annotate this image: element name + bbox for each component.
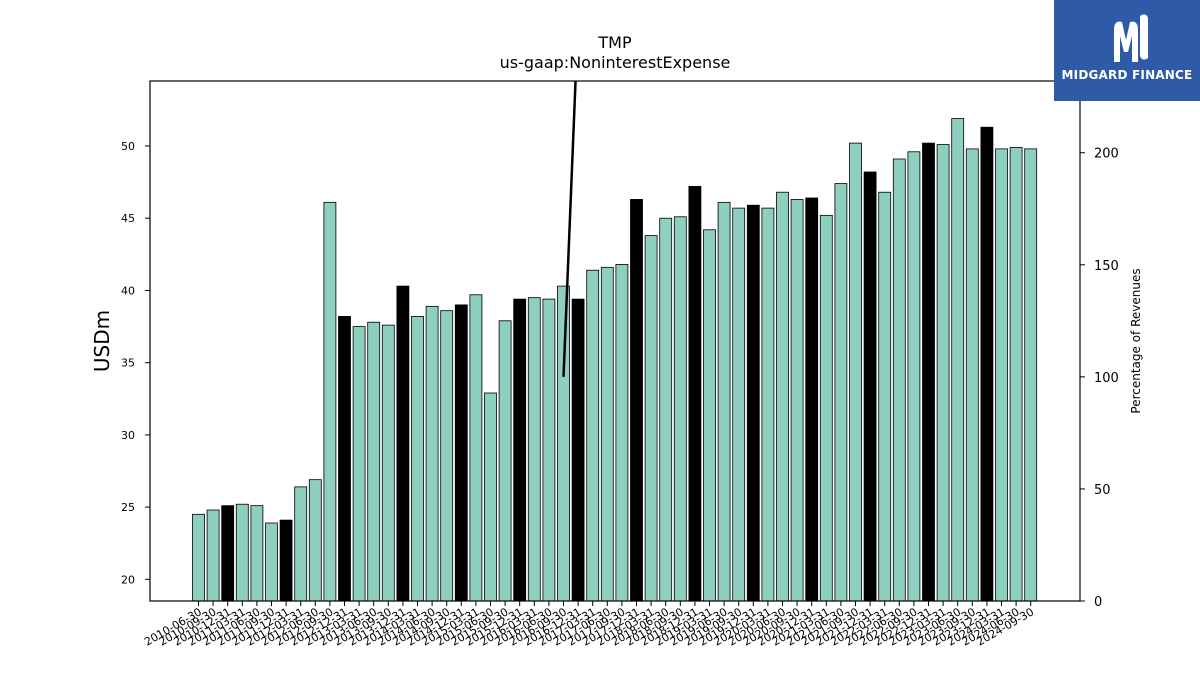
bar-2012-03-31 [294, 486, 308, 602]
left-tick-label: 50 [121, 140, 135, 153]
bar-2012-09-30 [323, 201, 337, 602]
bar-2023-12-31 [980, 126, 994, 602]
y2-axis-label: Percentage of Revenues [1129, 268, 1143, 413]
bar-2024-06-30 [1009, 147, 1023, 602]
plot-frame [149, 80, 1081, 602]
right-tick-label: 100 [1094, 371, 1119, 386]
left-tick-label: 45 [121, 212, 135, 225]
bar-2021-03-31 [819, 214, 833, 602]
right-tick-label: 50 [1094, 483, 1111, 498]
bar-2015-03-31 [469, 294, 483, 602]
bar-2023-06-30 [951, 118, 965, 602]
right-tick-label: 0 [1094, 595, 1102, 610]
bar-2014-12-31 [454, 304, 468, 602]
bar-2013-09-30 [381, 324, 395, 602]
bar-2010-12-31 [221, 505, 235, 602]
mf-monogram-icon [1114, 14, 1148, 63]
chart-subtitle: us-gaap:NoninterestExpense [500, 53, 731, 72]
x-axis: 2010-06-302010-09-302010-12-312011-03-31… [142, 601, 1036, 649]
left-tick-label: 40 [121, 284, 135, 297]
brand-name: MIDGARD FINANCE [1061, 68, 1193, 82]
bar-2021-12-31 [863, 171, 877, 602]
right-tick-label: 200 [1094, 147, 1119, 162]
right-axis: 0 50 100 150 200 [1080, 147, 1119, 610]
bar-2013-03-31 [352, 326, 366, 602]
bar-2014-09-30 [440, 310, 454, 602]
bar-2022-03-31 [878, 191, 892, 602]
chart-title: TMP [597, 33, 632, 52]
bar-2022-09-30 [907, 151, 921, 602]
left-tick-label: 25 [121, 501, 135, 514]
bar-2016-09-30 [557, 285, 570, 602]
bar-2012-06-30 [308, 479, 322, 602]
left-tick-label: 35 [121, 357, 135, 370]
bar-2019-06-30 [717, 201, 731, 602]
bar-2017-12-31 [630, 199, 643, 602]
bar-2022-12-31 [922, 142, 935, 602]
bar-2011-06-30 [250, 505, 264, 602]
bar-2016-12-31 [571, 298, 585, 602]
bar-2014-06-30 [425, 305, 439, 602]
bar-2016-06-30 [542, 298, 556, 602]
bar-2023-03-31 [936, 144, 950, 602]
bar-2010-06-30 [192, 513, 205, 602]
pct-revenue-line-layer [562, 81, 577, 377]
bar-2021-09-30 [849, 142, 862, 602]
y-axis-label: USDm [90, 310, 114, 372]
left-tick-label: 30 [121, 429, 135, 442]
bar-2014-03-31 [411, 316, 424, 602]
bar-2019-09-30 [732, 207, 746, 602]
bar-2020-06-30 [776, 191, 789, 602]
bar-2022-06-30 [892, 158, 906, 602]
bar-2017-06-30 [600, 266, 614, 602]
bar-2024-03-31 [995, 148, 1008, 602]
left-axis: 20 25 30 35 40 45 50 [121, 140, 150, 586]
brand-logo: MIDGARD FINANCE [1054, 0, 1200, 101]
bar-2017-03-31 [586, 269, 600, 602]
bar-2019-12-31 [746, 204, 760, 602]
bars-group [192, 118, 1038, 602]
pct-revenue-line [562, 81, 577, 377]
bar-2017-09-30 [615, 264, 629, 602]
bar-2013-12-31 [396, 285, 410, 602]
bar-2020-09-30 [790, 199, 804, 602]
bar-2011-09-30 [265, 522, 278, 602]
bar-2015-12-31 [513, 298, 527, 602]
bar-2015-06-30 [484, 392, 497, 602]
bar-2020-03-31 [761, 207, 775, 602]
bar-2023-09-30 [965, 148, 979, 602]
bar-2021-06-30 [834, 183, 848, 602]
bar-2015-09-30 [498, 320, 512, 602]
bar-2013-06-30 [367, 321, 381, 602]
bar-2020-12-31 [805, 197, 819, 602]
bar-2010-09-30 [206, 509, 220, 602]
bar-2016-03-31 [527, 297, 541, 602]
bar-2019-03-31 [703, 229, 716, 602]
bar-2018-09-30 [673, 216, 687, 602]
bar-2018-06-30 [659, 217, 673, 602]
right-tick-label: 150 [1094, 259, 1119, 274]
bar-2018-03-31 [644, 235, 658, 602]
bar-2024-09-30 [1024, 148, 1038, 602]
left-tick-label: 20 [121, 573, 135, 586]
bar-2011-03-31 [235, 503, 249, 602]
bar-2012-12-31 [338, 316, 351, 602]
bar-2011-12-31 [279, 519, 293, 602]
bar-2018-12-31 [688, 186, 702, 602]
